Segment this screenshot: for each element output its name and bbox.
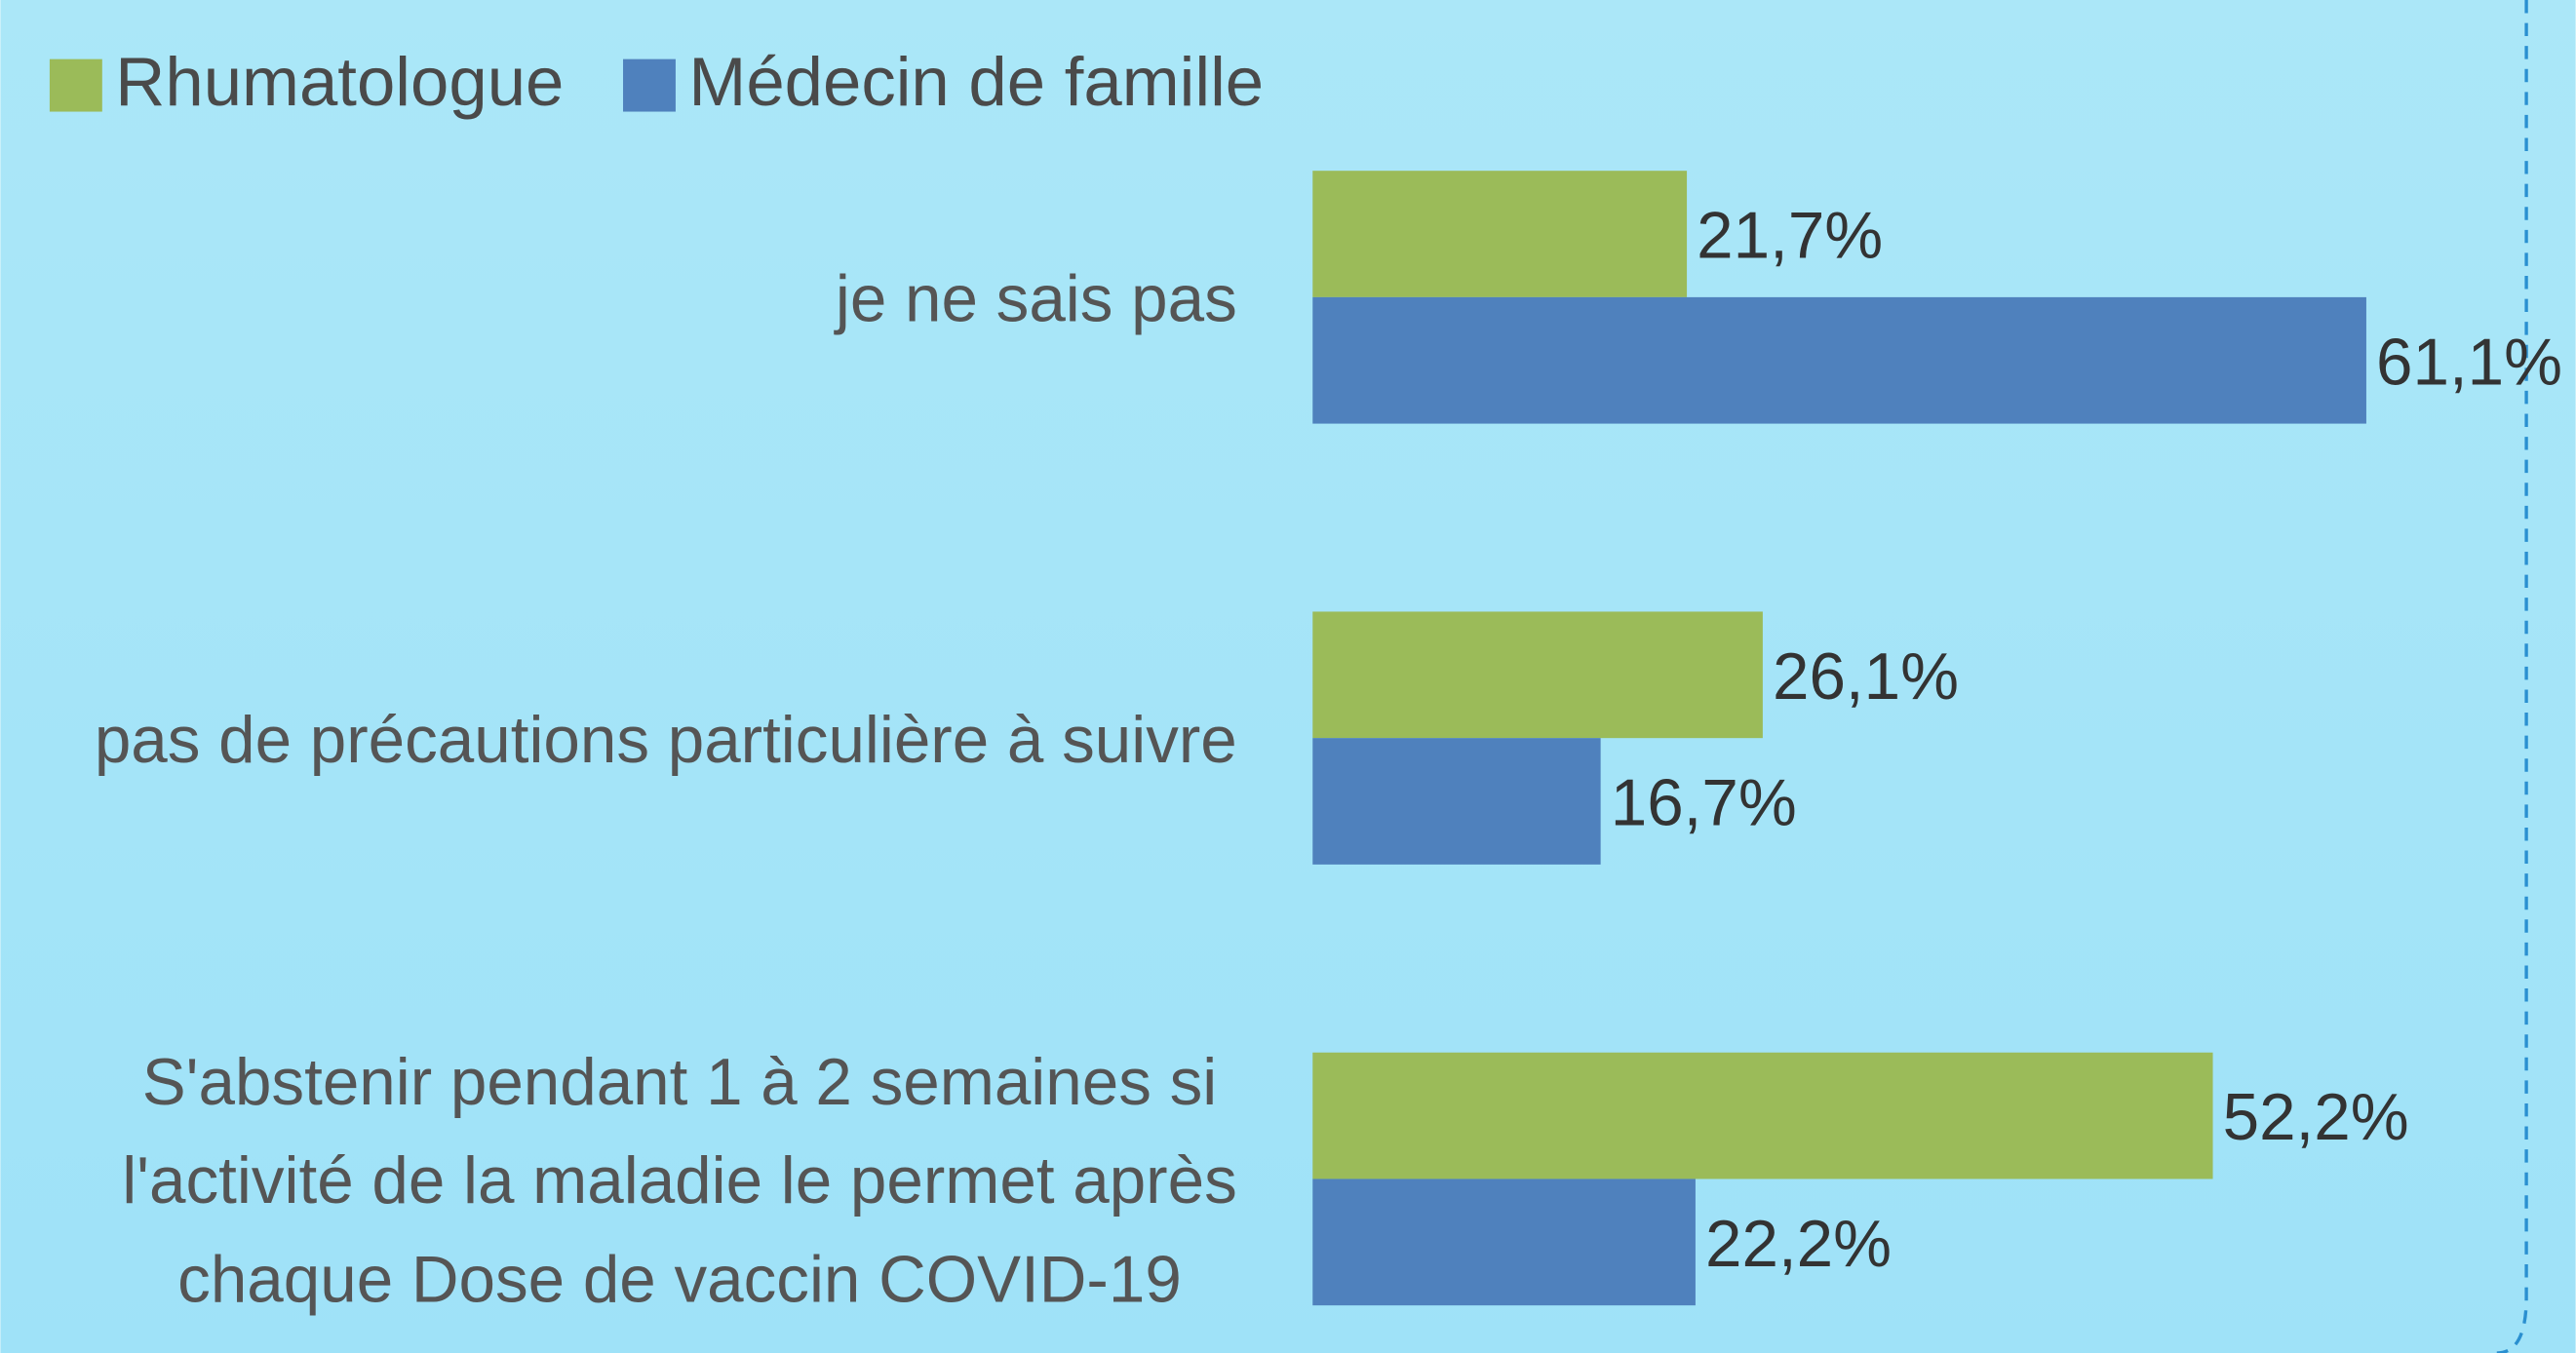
legend-swatch (49, 58, 102, 112)
legend-label: Rhumatologue (115, 43, 564, 120)
category-label: pas de précautions particulière à suivre (95, 704, 1237, 777)
bar (1312, 738, 1601, 865)
data-label: 61,1% (2376, 326, 2562, 399)
data-label: 22,2% (1705, 1208, 1892, 1281)
bar (1312, 296, 2366, 424)
bar (1312, 611, 1763, 739)
legend-label: Médecin de famille (688, 43, 1264, 120)
bar (1312, 1052, 2213, 1179)
category-label: S'abstenir pendant 1 à 2 semaines si l'ac… (122, 1046, 1237, 1316)
category-label: je ne sais pas (834, 262, 1237, 335)
legend-swatch (623, 58, 676, 112)
data-label: 21,7% (1697, 200, 1883, 273)
bar (1312, 1179, 1696, 1306)
data-label: 16,7% (1611, 767, 1797, 840)
data-label: 26,1% (1773, 640, 1959, 714)
bar (1312, 171, 1688, 297)
frame-border (2496, 0, 2528, 1353)
data-label: 52,2% (2223, 1081, 2409, 1154)
